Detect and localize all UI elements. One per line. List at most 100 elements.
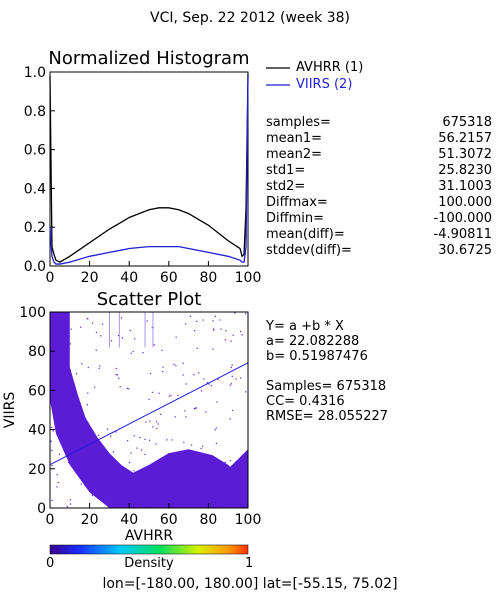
- scatter-point: [193, 450, 195, 453]
- scatter-point: [227, 500, 230, 502]
- scatter-point: [235, 461, 237, 463]
- scatter-x-tick-label: 0: [46, 512, 55, 528]
- scatter-point: [173, 458, 175, 460]
- scatter-point: [210, 385, 212, 387]
- legend-viirs-label: VIIRS (2): [296, 77, 352, 92]
- scatter-point: [80, 326, 82, 328]
- scatter-point: [60, 357, 62, 359]
- scatter-point: [144, 438, 146, 441]
- stat-label: Diffmax=: [266, 195, 328, 210]
- scatter-point: [114, 468, 116, 470]
- scatter-point: [52, 430, 54, 432]
- scatter-point: [127, 439, 129, 442]
- scatter-point: [56, 425, 59, 427]
- scatter-point: [144, 453, 146, 456]
- scatter-point: [142, 352, 144, 354]
- scatter-point: [91, 322, 94, 324]
- scatter-point: [148, 398, 150, 400]
- scatter-point: [117, 467, 119, 469]
- scatter-point: [229, 460, 232, 462]
- stat-label: mean(diff)=: [266, 227, 345, 242]
- scatter-point: [73, 428, 75, 431]
- scatter-x-label: AVHRR: [125, 528, 174, 544]
- colorbar-title: Density: [124, 556, 174, 571]
- scatter-point: [98, 367, 100, 369]
- scatter-point: [65, 312, 67, 314]
- scatter-point: [230, 383, 232, 385]
- scatter-point: [56, 474, 58, 476]
- scatter-point: [149, 420, 151, 422]
- hist-y-tick-label: 0.0: [24, 259, 46, 275]
- scatter-point: [163, 476, 165, 478]
- scatter-point: [56, 486, 58, 488]
- scatter-point: [130, 477, 132, 480]
- scatter-y-label: VIIRS: [2, 392, 18, 429]
- scatter-point: [86, 318, 89, 320]
- scatter-point: [166, 439, 168, 441]
- hist-series-viirs: [49, 75, 249, 265]
- scatter-point: [127, 469, 129, 471]
- scatter-point: [185, 383, 187, 385]
- scatter-point: [80, 483, 82, 485]
- scatter-point: [69, 503, 72, 505]
- scatter-point: [176, 483, 178, 485]
- scatter-point: [118, 377, 120, 379]
- scatter-point: [173, 363, 175, 365]
- scatter-point: [79, 428, 81, 430]
- scatter-point: [202, 445, 204, 447]
- scatter-point: [133, 470, 135, 472]
- scatter-point: [117, 335, 120, 337]
- scatter-point: [210, 461, 213, 463]
- scatter-point: [217, 378, 219, 381]
- scatter-point: [157, 423, 159, 425]
- scatter-y-tick-label: 100: [19, 305, 46, 321]
- scatter-point: [168, 395, 171, 397]
- hist-y-tick-label: 1.0: [24, 65, 46, 81]
- legend-avhrr-label: AVHRR (1): [296, 60, 363, 75]
- scatter-point: [226, 500, 229, 502]
- scatter-point: [54, 394, 56, 397]
- scatter-point: [120, 492, 123, 494]
- scatter-point: [218, 500, 220, 502]
- scatter-y-tick-label: 20: [28, 462, 46, 478]
- stat-label: std2=: [266, 179, 305, 194]
- scatter-point: [133, 435, 135, 437]
- scatter-point: [110, 435, 112, 437]
- scatter-point: [145, 421, 147, 423]
- hist-x-tick-label: 60: [160, 270, 178, 286]
- scatter-point: [70, 328, 72, 330]
- scatter-point: [206, 382, 208, 384]
- scatter-point: [216, 401, 218, 403]
- scatter-stat-line: a= 22.082288: [266, 334, 359, 349]
- figure-title: VCI, Sep. 22 2012 (week 38): [150, 10, 350, 26]
- scatter-point: [112, 451, 115, 453]
- scatter-point: [128, 461, 131, 464]
- stat-value: 675318: [442, 115, 492, 130]
- hist-x-tick-label: 20: [81, 270, 99, 286]
- scatter-point: [118, 468, 120, 470]
- hist-y-tick-label: 0.6: [24, 143, 46, 159]
- stat-value: -4.90811: [434, 227, 492, 242]
- scatter-point: [50, 327, 52, 329]
- scatter-point: [160, 501, 163, 503]
- scatter-x-tick-label: 60: [160, 512, 178, 528]
- scatter-point: [212, 328, 215, 330]
- scatter-point: [115, 367, 117, 370]
- scatter-point: [179, 501, 181, 504]
- scatter-point: [206, 506, 208, 508]
- scatter-point: [51, 464, 53, 467]
- scatter-point: [229, 497, 231, 499]
- scatter-point: [192, 476, 195, 478]
- hist-y-tick-label: 0.4: [24, 181, 46, 197]
- scatter-point: [119, 485, 122, 487]
- scatter-x-tick-label: 100: [235, 512, 262, 528]
- scatter-point: [156, 483, 158, 485]
- scatter-point: [55, 415, 58, 418]
- scatter-y-tick-label: 40: [28, 423, 46, 439]
- scatter-point: [184, 410, 186, 412]
- scatter-point: [95, 349, 97, 351]
- stat-label: std1=: [266, 163, 305, 178]
- scatter-point: [213, 329, 215, 331]
- footer-coordinates: lon=[-180.00, 180.00] lat=[-55.15, 75.02…: [102, 576, 397, 592]
